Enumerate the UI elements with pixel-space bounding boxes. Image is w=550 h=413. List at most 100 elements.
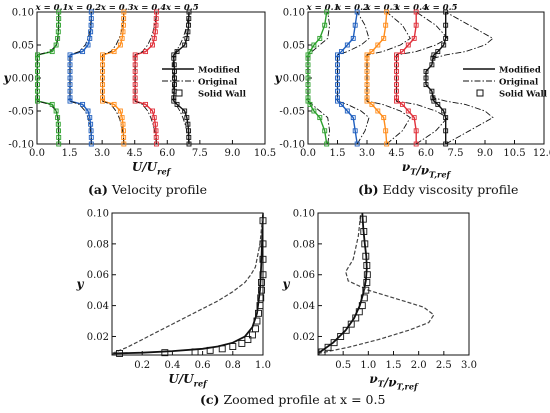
solid-wall-marker (394, 88, 399, 94)
solid-wall-marker (344, 108, 350, 114)
station-label: x = 0.4 (132, 3, 166, 13)
station-label: x = 0.2 (335, 3, 369, 13)
station-label: x = 0.1 (306, 3, 340, 13)
solid-wall-marker (364, 95, 370, 101)
y-tick-label: 0.05 (283, 41, 305, 52)
x-tick-label: 9.0 (224, 148, 240, 159)
y-tick-label: 0.04 (87, 301, 109, 312)
solid-wall-marker (352, 22, 358, 28)
panel-a-velocity-profile: -0.10 -0.05 0.00 0.05 0.10 0.0 1.5 3.0 4.5 6.0 7.5… (3, 3, 277, 176)
solid-wall-marker (120, 22, 126, 28)
station-label: x = 0.1 (35, 3, 69, 13)
panel-b-eddy-viscosity-profile: -0.10 -0.05 0.00 0.05 0.10 0.0 1.5 3.0 4.5 6.0 7.5… (274, 3, 550, 180)
x-tick-label: 7.5 (192, 148, 208, 159)
solid-wall-marker (423, 68, 429, 74)
solid-wall-marker (362, 252, 370, 260)
solid-wall-marker (337, 333, 345, 340)
solid-wall-marker (117, 108, 123, 114)
solid-wall-marker (324, 9, 330, 15)
caption-b: (b) Eddy viscosity profile (358, 182, 518, 197)
solid-wall-marker (53, 42, 59, 48)
solid-wall-marker (364, 62, 370, 68)
solid-wall-marker (67, 52, 73, 58)
solid-wall-marker (172, 82, 177, 88)
x-axis-label: U/Uref (168, 372, 208, 388)
solid-wall-marker (423, 75, 429, 81)
solid-wall-marker (171, 95, 177, 101)
solid-wall-marker (363, 279, 371, 286)
x-axis-label-part: /ν (415, 163, 429, 177)
solid-wall-marker (100, 95, 106, 101)
solid-wall-marker (256, 302, 264, 310)
legend-original-label: Original (198, 78, 238, 88)
solid-wall-marker (431, 52, 437, 58)
solid-wall-marker (186, 128, 192, 134)
y-tick-label: 0.05 (12, 41, 34, 52)
solid-wall-marker (383, 22, 389, 28)
solid-wall-marker (153, 134, 159, 140)
solid-wall-marker (161, 349, 169, 357)
solid-wall-marker (143, 101, 149, 107)
solid-wall-marker (55, 29, 61, 35)
solid-wall-marker (88, 141, 94, 147)
solid-wall-marker (413, 128, 419, 134)
solid-wall-marker (153, 16, 159, 22)
caption-a-text: Velocity profile (111, 182, 208, 197)
solid-wall-marker (375, 108, 381, 114)
solid-wall-marker (153, 22, 159, 28)
solid-wall-marker (338, 49, 344, 55)
solid-wall-marker (318, 348, 326, 356)
x-tick-label: 2.0 (411, 360, 427, 371)
original-profile-line (396, 11, 449, 145)
solid-wall-marker (120, 29, 126, 35)
solid-wall-marker (360, 228, 368, 235)
x-axis-label: νT/νT,ref (369, 372, 419, 392)
solid-wall-marker (394, 55, 399, 61)
solid-wall-marker (335, 52, 340, 58)
solid-wall-marker (100, 52, 106, 58)
solid-wall-marker (244, 336, 252, 344)
solid-wall-marker (132, 52, 138, 58)
solid-wall-marker (364, 82, 370, 88)
x-tick-label: 1.5 (386, 360, 402, 371)
solid-wall-marker (218, 345, 226, 353)
solid-wall-marker (67, 75, 73, 81)
solid-wall-marker (80, 49, 86, 55)
solid-wall-marker (259, 271, 267, 279)
original-profile-line (134, 11, 157, 145)
legend-solid-wall-label: Solid Wall (198, 90, 247, 100)
x-axis-label-part: U (132, 160, 144, 174)
solid-wall-marker (305, 75, 311, 81)
solid-wall-marker (56, 22, 61, 28)
caption-a: (a) Velocity profile (88, 182, 207, 197)
solid-wall-marker (352, 128, 358, 134)
y-tick-label: 0.10 (293, 209, 315, 220)
solid-wall-marker (67, 98, 73, 104)
solid-wall-marker (384, 141, 390, 147)
station-label: x = 0.4 (394, 3, 428, 13)
solid-wall-marker (56, 141, 62, 147)
modified-profile-line (336, 11, 358, 145)
x-tick-label: 2.5 (436, 360, 452, 371)
y-tick-label: 0.10 (283, 8, 305, 19)
y-tick-label: -0.05 (279, 107, 305, 118)
solid-wall-marker (259, 240, 267, 248)
solid-wall-marker (120, 121, 126, 127)
x-tick-label: 1.5 (62, 148, 78, 159)
x-tick-label: 1.5 (330, 148, 346, 159)
solid-wall-marker (430, 95, 436, 101)
solid-wall-marker (34, 98, 40, 104)
solid-wall-marker (111, 101, 117, 107)
solid-wall-marker (67, 82, 73, 88)
solid-wall-marker (423, 82, 429, 88)
station-label: x = 0.3 (100, 3, 134, 13)
solid-wall-marker (186, 141, 192, 147)
solid-wall-marker (34, 95, 40, 101)
modified-profile-line (317, 212, 368, 355)
solid-wall-marker (152, 121, 158, 127)
x-tick-label: 1.0 (255, 360, 271, 371)
solid-wall-marker (305, 68, 311, 74)
solid-wall-marker (34, 88, 40, 94)
legend-modified-label: Modified (198, 66, 240, 76)
